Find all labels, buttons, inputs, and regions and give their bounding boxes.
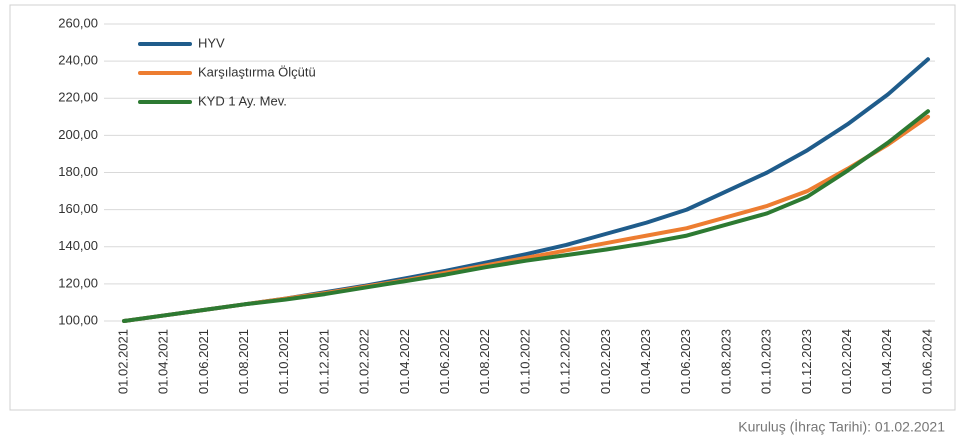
legend-label: Karşılaştırma Ölçütü bbox=[198, 64, 316, 79]
y-tick-label: 220,00 bbox=[58, 90, 98, 105]
x-tick-label: 01.02.2022 bbox=[357, 329, 372, 394]
series-line bbox=[122, 114, 930, 323]
x-tick-label: 01.08.2023 bbox=[718, 329, 733, 394]
y-tick-label: 180,00 bbox=[58, 164, 98, 179]
x-tick-label: 01.04.2024 bbox=[879, 329, 894, 394]
x-tick-label: 01.06.2024 bbox=[919, 329, 934, 394]
x-tick-label: 01.06.2022 bbox=[437, 329, 452, 394]
x-tick-label: 01.10.2023 bbox=[759, 329, 774, 394]
footnote: Kuruluş (İhraç Tarihi): 01.02.2021 bbox=[738, 418, 945, 435]
y-tick-label: 120,00 bbox=[58, 275, 98, 290]
x-tick-label: 01.06.2023 bbox=[678, 329, 693, 394]
x-tick-label: 01.08.2021 bbox=[236, 329, 251, 394]
y-tick-label: 160,00 bbox=[58, 201, 98, 216]
x-tick-label: 01.04.2021 bbox=[156, 329, 171, 394]
x-tick-label: 01.02.2023 bbox=[598, 329, 613, 394]
x-tick-label: 01.12.2021 bbox=[316, 329, 331, 394]
y-tick-label: 140,00 bbox=[58, 238, 98, 253]
x-tick-label: 01.02.2024 bbox=[839, 329, 854, 394]
x-tick-label: 01.10.2021 bbox=[276, 329, 291, 394]
x-tick-label: 01.02.2021 bbox=[115, 329, 130, 394]
x-tick-label: 01.10.2022 bbox=[517, 329, 532, 394]
x-tick-label: 01.04.2023 bbox=[638, 329, 653, 394]
legend-label: KYD 1 Ay. Mev. bbox=[198, 93, 287, 108]
x-tick-label: 01.06.2021 bbox=[196, 329, 211, 394]
x-tick-label: 01.08.2022 bbox=[477, 329, 492, 394]
x-tick-label: 01.12.2023 bbox=[799, 329, 814, 394]
y-tick-label: 100,00 bbox=[58, 312, 98, 327]
y-tick-label: 260,00 bbox=[58, 15, 98, 30]
y-tick-label: 200,00 bbox=[58, 127, 98, 142]
series-line bbox=[122, 109, 930, 323]
y-tick-label: 240,00 bbox=[58, 53, 98, 68]
legend-label: HYV bbox=[198, 35, 225, 50]
chart-border bbox=[9, 4, 956, 411]
x-tick-label: 01.12.2022 bbox=[558, 329, 573, 394]
x-tick-label: 01.04.2022 bbox=[397, 329, 412, 394]
